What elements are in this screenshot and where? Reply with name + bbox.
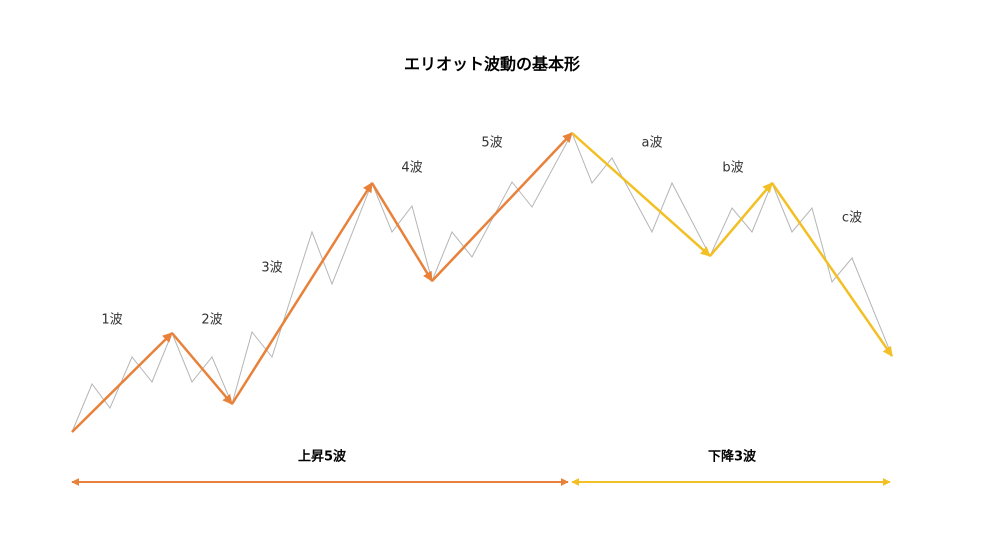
impulse-arrows: [71, 132, 573, 433]
wave-label: c波: [842, 211, 862, 226]
phase-label: 下降3波: [708, 449, 757, 465]
wave-label: 5波: [481, 136, 502, 151]
phase-label: 上昇5波: [298, 449, 347, 465]
wave-label: a波: [642, 136, 663, 151]
wave-label: 3波: [261, 261, 282, 276]
title: エリオット波動の基本形: [404, 55, 580, 74]
wave-label: 1波: [101, 313, 122, 328]
wave-label: 4波: [401, 161, 422, 176]
price-zigzag: [71, 131, 893, 433]
wave-label: b波: [722, 161, 743, 176]
corrective-arrows: [571, 132, 894, 357]
wave-label: 2波: [201, 313, 222, 328]
